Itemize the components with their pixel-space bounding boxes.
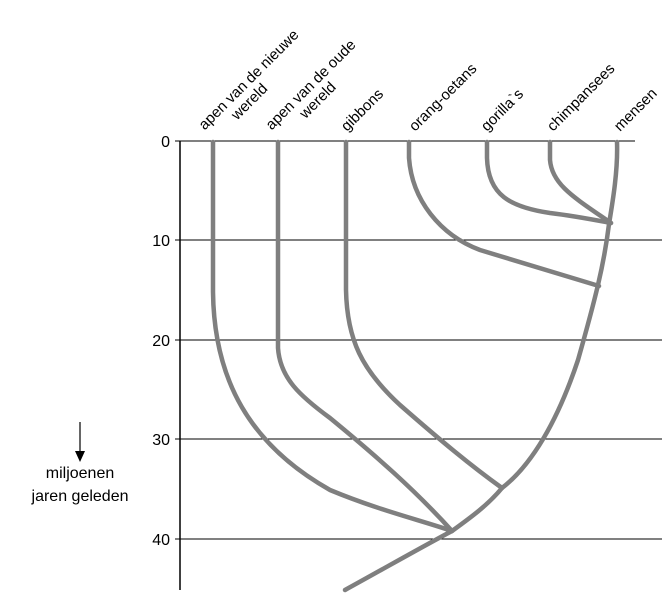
tick-label-40: 40 [152, 532, 170, 549]
branch-orang-oetans [406, 139, 602, 289]
branch-root [342, 528, 455, 593]
branch-mensen [449, 139, 620, 534]
axis-label-line-1: miljoenen [46, 465, 114, 482]
tick-label-30: 30 [152, 432, 170, 449]
branch-chimpansees [547, 139, 614, 226]
down-arrow-icon [75, 422, 85, 462]
gridlines [175, 140, 662, 540]
branch-apen-oude-wereld [275, 139, 455, 534]
tick-labels: 0 10 20 30 40 [152, 134, 170, 549]
tick-label-20: 20 [152, 333, 170, 350]
taxon-label-gorillas: gorilla`s [478, 86, 527, 135]
tick-label-0: 0 [161, 134, 170, 151]
tick-label-10: 10 [152, 233, 170, 250]
taxon-labels: apen van de nieuwe wereld apen van de ou… [195, 26, 661, 135]
branches [210, 139, 620, 593]
branch-gibbons [343, 139, 505, 491]
taxon-label-chimpansees: chimpansees [544, 60, 619, 135]
branch-apen-nieuwe-wereld [210, 139, 455, 534]
axis-label-group: miljoenen jaren geleden [31, 422, 129, 505]
branch-gorillas [484, 139, 614, 226]
axis-label-line-2: jaren geleden [31, 488, 129, 505]
taxon-label-orang-oetans: orang-oetans [406, 60, 481, 135]
taxon-label-gibbons: gibbons [338, 86, 387, 135]
taxon-label-mensen: mensen [611, 85, 661, 135]
